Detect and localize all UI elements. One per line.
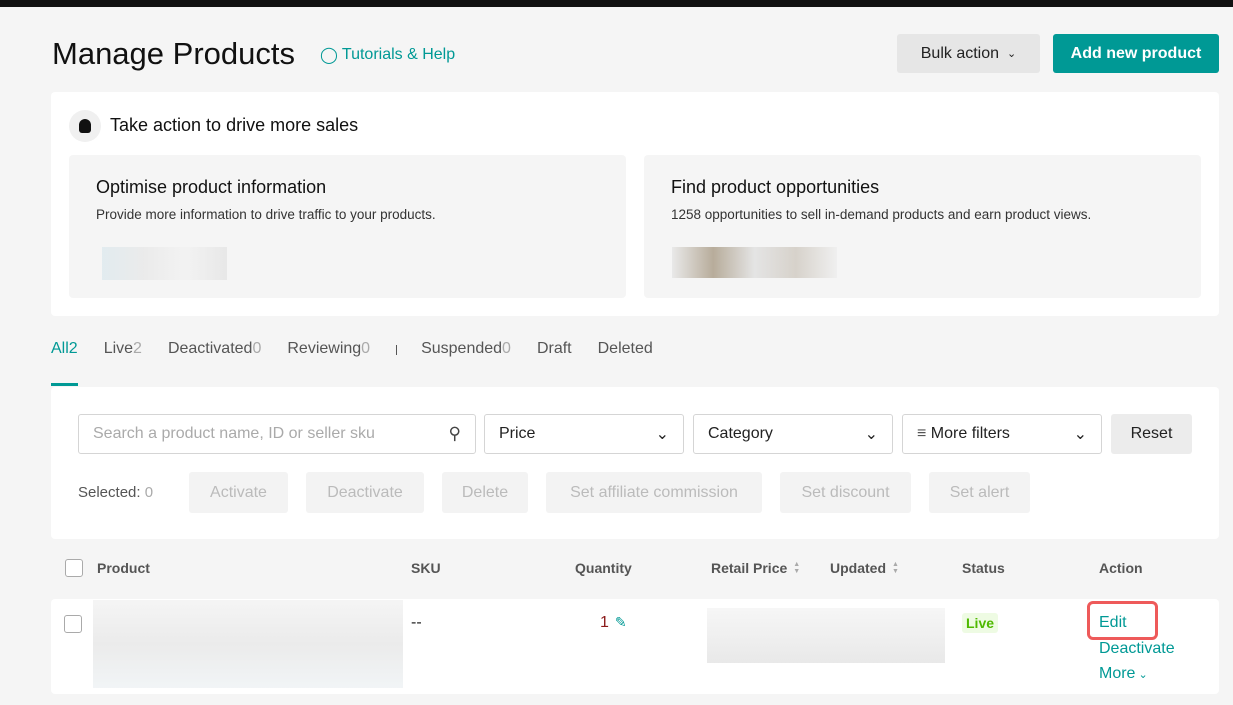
more-filters-select[interactable]: ≡ More filters ⌄	[902, 414, 1102, 454]
column-updated[interactable]: Updated ▲ ▼	[830, 560, 899, 576]
tab-deactivated[interactable]: Deactivated0	[167, 340, 262, 357]
optimise-product-card[interactable]: Optimise product information Provide mor…	[69, 155, 626, 298]
sort-icon: ▲ ▼	[892, 561, 899, 575]
sku-value: --	[411, 614, 422, 631]
set-alert-button[interactable]: Set alert	[929, 472, 1030, 513]
lightbulb-icon: ◯	[320, 47, 338, 64]
reset-button[interactable]: Reset	[1111, 414, 1192, 454]
lightbulb-icon	[69, 110, 101, 142]
price-select[interactable]: Price ⌄	[484, 414, 684, 454]
tab-draft[interactable]: Draft	[536, 340, 572, 357]
blurred-image	[672, 247, 837, 278]
tab-live[interactable]: Live2	[103, 340, 142, 357]
tab-reviewing[interactable]: Reviewing0	[287, 340, 371, 357]
filter-panel	[51, 387, 1219, 539]
tab-deleted[interactable]: Deleted	[597, 340, 653, 357]
blurred-product-info	[93, 600, 403, 688]
category-select[interactable]: Category ⌄	[693, 414, 893, 454]
edit-link[interactable]: Edit	[1099, 614, 1127, 631]
tab-all[interactable]: All2	[51, 340, 78, 386]
page-title: Manage Products	[52, 36, 295, 71]
select-all-checkbox[interactable]	[65, 559, 83, 577]
set-discount-button[interactable]: Set discount	[780, 472, 911, 513]
tutorials-help-link[interactable]: ◯ Tutorials & Help	[320, 46, 456, 64]
deactivate-link[interactable]: Deactivate	[1099, 640, 1175, 657]
status-badge: Live	[962, 613, 999, 633]
column-action: Action	[1099, 560, 1143, 576]
add-new-product-button[interactable]: Add new product	[1053, 34, 1219, 73]
tab-divider	[396, 345, 398, 355]
column-retail-price[interactable]: Retail Price ▲ ▼	[711, 560, 801, 576]
delete-button[interactable]: Delete	[442, 472, 528, 513]
search-input[interactable]: Search a product name, ID or seller sku ⚲	[78, 414, 476, 454]
column-product: Product	[97, 560, 150, 576]
chevron-down-icon: ⌄	[1135, 669, 1148, 681]
card-title: Optimise product information	[96, 177, 327, 197]
selected-count: Selected: 0	[78, 484, 154, 501]
card-title: Find product opportunities	[671, 177, 880, 197]
search-icon: ⚲	[448, 424, 461, 443]
set-affiliate-commission-button[interactable]: Set affiliate commission	[546, 472, 762, 513]
activate-button[interactable]: Activate	[189, 472, 288, 513]
quantity-value[interactable]: 1 ✎	[600, 614, 627, 631]
card-desc: Provide more information to drive traffi…	[96, 207, 436, 222]
blurred-image	[102, 247, 227, 280]
sliders-icon: ≡	[917, 425, 927, 442]
deactivate-button[interactable]: Deactivate	[306, 472, 424, 513]
sort-icon: ▲ ▼	[793, 561, 801, 575]
more-link[interactable]: More ⌄	[1099, 665, 1148, 682]
insights-title: Take action to drive more sales	[110, 115, 359, 135]
highlight-box	[1087, 601, 1158, 640]
tab-suspended[interactable]: Suspended0	[421, 340, 511, 357]
edit-icon[interactable]: ✎	[614, 614, 627, 630]
chevron-down-icon: ⌄	[655, 426, 669, 443]
top-bar	[0, 0, 1233, 7]
bulk-action-button[interactable]: Bulk action ⌄	[897, 34, 1040, 73]
card-desc: 1258 opportunities to sell in-demand pro…	[671, 207, 1092, 222]
chevron-down-icon: ⌄	[1007, 48, 1017, 60]
blurred-price-updated	[707, 608, 945, 663]
column-sku: SKU	[411, 560, 441, 576]
column-status: Status	[962, 560, 1005, 576]
row-checkbox[interactable]	[64, 615, 82, 633]
column-quantity: Quantity	[575, 560, 632, 576]
chevron-down-icon: ⌄	[1073, 426, 1087, 443]
status-tabs: All2 Live2 Deactivated0 Reviewing0 Suspe…	[51, 340, 679, 386]
product-opportunities-card[interactable]: Find product opportunities 1258 opportun…	[644, 155, 1201, 298]
chevron-down-icon: ⌄	[864, 426, 878, 443]
